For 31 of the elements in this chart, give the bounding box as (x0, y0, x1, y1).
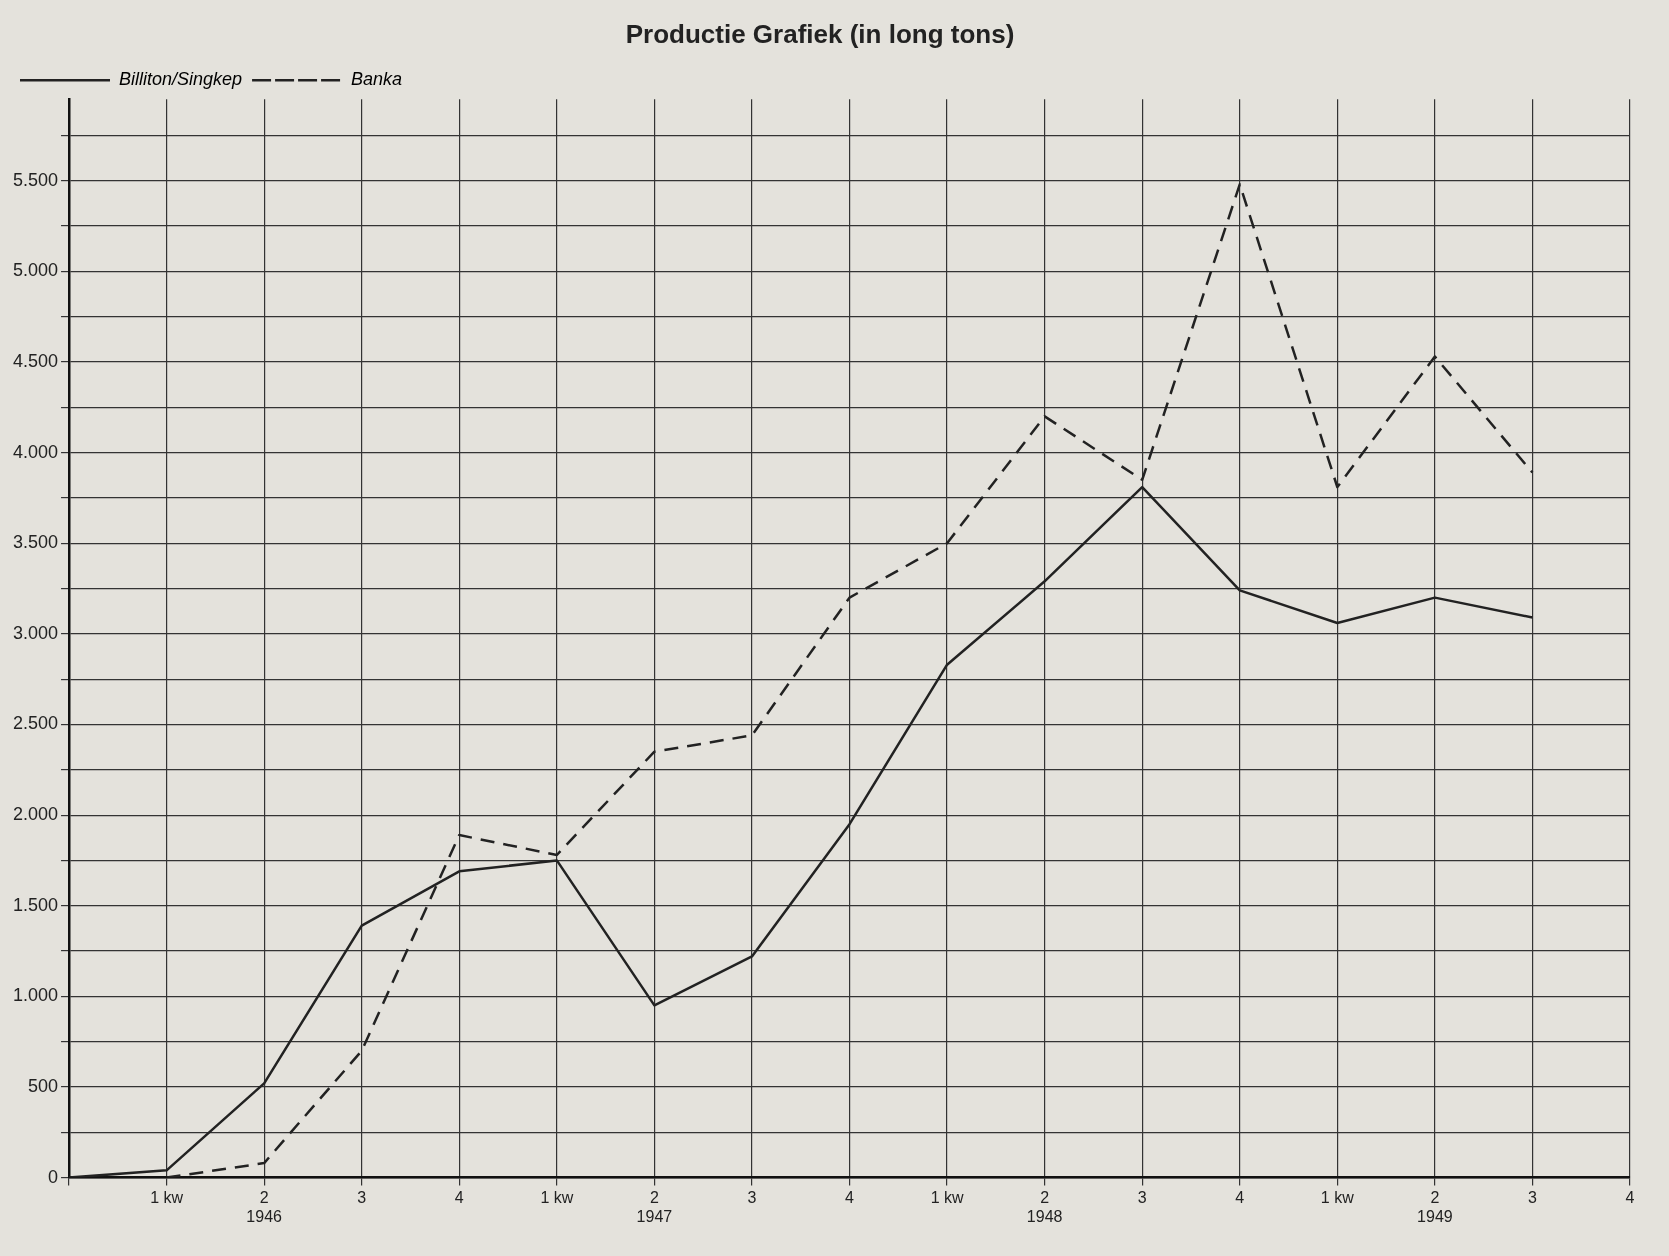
y-tick-label: 2.000 (13, 804, 59, 825)
y-tick-label: 5.000 (13, 260, 59, 281)
y-tick-label: 4.500 (13, 350, 59, 371)
x-tick-label: 1 kw (150, 1188, 184, 1206)
y-tick-label: 1.500 (13, 894, 59, 915)
x-tick-label: 4 (845, 1188, 855, 1206)
x-tick-label: 3 (1527, 1188, 1537, 1206)
y-tick-label: 1.000 (13, 985, 59, 1006)
y-tick-label: 500 (28, 1075, 59, 1096)
y-tick-label: 4.000 (13, 441, 59, 462)
legend-label: Billiton/Singkep (119, 69, 243, 90)
y-tick-label: 3.500 (13, 532, 59, 553)
x-tick-label: 1 kw (540, 1188, 574, 1206)
y-tick-label: 2.500 (13, 713, 59, 734)
x-tick-label: 1 kw (1320, 1188, 1355, 1206)
x-tick-label: 2 1948 (1026, 1188, 1063, 1225)
x-tick-label: 3 (1137, 1188, 1147, 1206)
x-tick-label: 4 (454, 1188, 464, 1206)
y-tick-label: 5.500 (13, 169, 59, 190)
x-tick-label: 3 (747, 1188, 757, 1206)
x-tick-label: 2 1949 (1417, 1188, 1453, 1225)
chart-title: Productie Grafiek (in long tons) (625, 18, 1015, 49)
y-tick-label: 0 (48, 1166, 59, 1187)
y-tick-label: 3.000 (13, 622, 59, 643)
x-tick-label: 4 (1235, 1188, 1245, 1206)
x-tick-label: 3 (357, 1188, 367, 1206)
x-tick-label: 4 (1625, 1188, 1635, 1206)
x-tick-label: 2 1947 (636, 1188, 673, 1225)
x-tick-label: 1 kw (930, 1188, 964, 1206)
x-tick-label: 2 1946 (246, 1188, 283, 1225)
legend-label: Banka (351, 69, 403, 90)
